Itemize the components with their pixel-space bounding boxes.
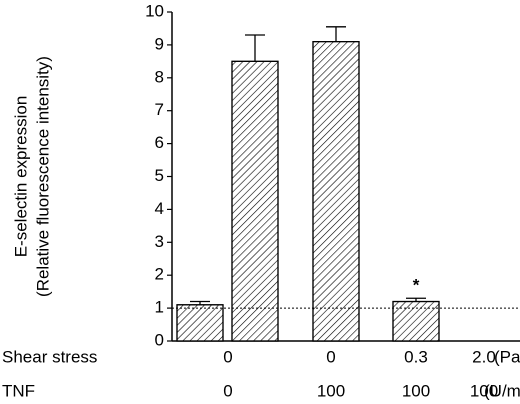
y-tick-label: 1 bbox=[155, 298, 164, 317]
y-axis-label: (Relative fluorescence intensity) bbox=[33, 56, 52, 297]
bar-hatch bbox=[312, 41, 360, 342]
bar-hatch bbox=[231, 60, 279, 342]
y-tick-label: 10 bbox=[145, 1, 164, 20]
y-tick-label: 9 bbox=[155, 34, 164, 53]
row-unit: (Pa) bbox=[494, 347, 520, 366]
x-tick-label: 0 bbox=[326, 347, 335, 366]
x-tick-label: 2.0 bbox=[472, 347, 496, 366]
y-tick-label: 6 bbox=[155, 133, 164, 152]
y-tick-label: 2 bbox=[155, 265, 164, 284]
x-tick-label: 100 bbox=[402, 381, 430, 400]
y-tick-label: 7 bbox=[155, 100, 164, 119]
row-label: TNF bbox=[2, 381, 35, 400]
y-axis-label: E-selectin expression bbox=[11, 96, 30, 258]
x-tick-label: 0 bbox=[223, 347, 232, 366]
y-tick-label: 4 bbox=[155, 199, 164, 218]
x-tick-label: 0.3 bbox=[404, 347, 428, 366]
x-tick-label: 100 bbox=[317, 381, 345, 400]
bar-hatch bbox=[392, 300, 440, 342]
y-tick-label: 8 bbox=[155, 67, 164, 86]
bar-hatch bbox=[176, 304, 224, 342]
x-tick-label: 100 bbox=[470, 381, 498, 400]
row-unit: (U/mL) bbox=[484, 381, 520, 400]
annotation: * bbox=[413, 276, 420, 295]
row-label: Shear stress bbox=[2, 347, 97, 366]
x-tick-label: 0 bbox=[223, 381, 232, 400]
y-tick-label: 5 bbox=[155, 166, 164, 185]
y-tick-label: 3 bbox=[155, 232, 164, 251]
y-tick-label: 0 bbox=[155, 330, 164, 349]
